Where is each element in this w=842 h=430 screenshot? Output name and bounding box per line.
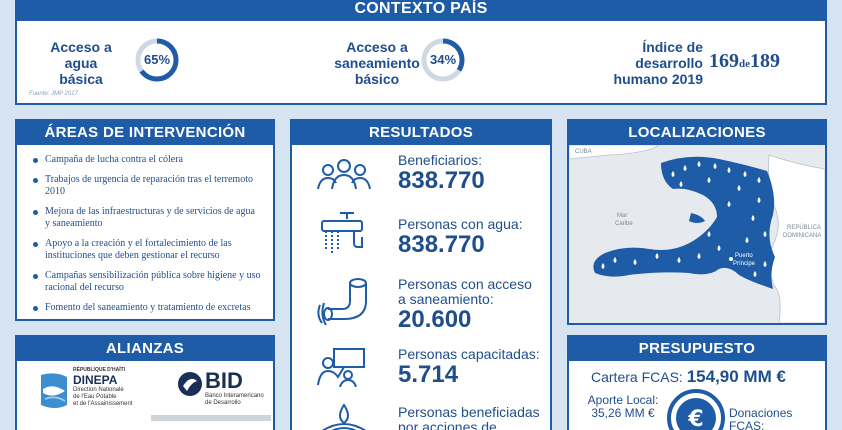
- result-urgencia: Personas beneficiadas por acciones de ur…: [398, 404, 540, 430]
- faucet-icon: [321, 212, 363, 253]
- hdi-label: Índice de desarrollo humano 2019: [613, 39, 703, 87]
- location-marker-icon: [753, 271, 757, 277]
- location-marker-icon: [717, 245, 721, 251]
- capital-label-2: Príncipe: [733, 261, 756, 267]
- water-access-ring: 65%: [135, 38, 179, 82]
- localizaciones-panel: LOCALIZACIONES CUBA Mar Caribe REPÚBLICA…: [567, 119, 827, 325]
- location-marker-icon: [697, 161, 701, 167]
- location-marker-icon: [757, 197, 761, 203]
- location-marker-icon: [763, 261, 767, 267]
- areas-list: Campaña de lucha contra el cólera Trabaj…: [17, 145, 273, 314]
- location-marker-icon: [743, 171, 747, 177]
- alianzas-title: ALIANZAS: [17, 337, 273, 361]
- sanitation-access-percent: 34%: [429, 52, 457, 67]
- location-marker-icon: [633, 259, 637, 265]
- result-beneficiarios: Beneficiarios: 838.770: [398, 152, 485, 194]
- haiti-shape: [593, 156, 775, 289]
- location-marker-icon: [727, 201, 731, 207]
- capital-marker: [729, 257, 733, 261]
- list-item: Mejora de las infraestructuras y de serv…: [31, 206, 261, 230]
- list-item: Campaña de lucha contra el cólera: [31, 154, 261, 166]
- result-capacitadas: Personas capacitadas: 5.714: [398, 346, 540, 388]
- aporte-local: Aporte Local: 35,26 MM €: [587, 393, 659, 420]
- location-marker-icon: [683, 165, 687, 171]
- sanitation-access-ring: 34%: [421, 38, 465, 82]
- dr-label-1: REPÚBLICA: [787, 224, 821, 231]
- location-marker-icon: [613, 257, 617, 263]
- location-marker-icon: [697, 253, 701, 259]
- alianzas-panel: ALIANZAS RÉPUBLIQUE D'HAÏTI DINEPA Direc…: [15, 335, 275, 430]
- location-marker-icon: [745, 237, 749, 243]
- presupuesto-panel: PRESUPUESTO Cartera FCAS: 154,90 MM € Ap…: [567, 335, 827, 430]
- logo-divider: [151, 415, 271, 421]
- location-marker-icon: [671, 171, 675, 177]
- location-marker-icon: [601, 263, 605, 269]
- cuba-label: CUBA: [575, 149, 592, 155]
- location-marker-icon: [707, 177, 711, 183]
- people-icon: [317, 159, 371, 190]
- training-icon: [317, 348, 365, 387]
- location-marker-icon: [751, 215, 755, 221]
- dinepa-wave-icon: [41, 373, 67, 408]
- haiti-map: CUBA Mar Caribe REPÚBLICA DOMINICANA Pue…: [569, 145, 825, 323]
- location-marker-icon: [679, 181, 683, 187]
- sea-label-2: Caribe: [615, 221, 633, 227]
- location-marker-icon: [713, 163, 717, 169]
- list-item: Fomento del saneamiento y tratamiento de…: [31, 302, 261, 314]
- location-marker-icon: [757, 177, 761, 183]
- dinepa-logo: RÉPUBLIQUE D'HAÏTI DINEPA Direction Nati…: [37, 367, 137, 417]
- pipe-icon: [317, 278, 367, 326]
- source-note: Fuente: JMP 2017: [29, 91, 78, 97]
- euro-coin-icon: €: [667, 389, 725, 430]
- donaciones-fcas: Donaciones FCAS:: [729, 406, 793, 430]
- location-marker-icon: [737, 185, 741, 191]
- result-agua: Personas con agua: 838.770: [398, 216, 523, 258]
- localizaciones-title: LOCALIZACIONES: [569, 121, 825, 145]
- result-saneamiento: Personas con acceso a saneamiento: 20.60…: [398, 276, 532, 333]
- bid-emblem-icon: [178, 372, 202, 396]
- sea-label-1: Mar: [617, 213, 627, 219]
- list-item: Trabajos de urgencia de reparación tras …: [31, 174, 261, 198]
- water-access-label: Acceso a agua básica: [50, 39, 112, 87]
- dr-label-2: DOMINICANA: [783, 233, 821, 239]
- location-marker-icon: [677, 257, 681, 263]
- list-item: Apoyo a la creación y el fortalecimiento…: [31, 238, 261, 262]
- water-access-percent: 65%: [143, 52, 171, 67]
- presupuesto-title: PRESUPUESTO: [569, 337, 825, 361]
- sanitation-access-label: Acceso a saneamiento básico: [334, 39, 420, 87]
- areas-panel: ÁREAS DE INTERVENCIÓN Campaña de lucha c…: [15, 119, 275, 321]
- drop-icon: [321, 403, 367, 430]
- resultados-panel: RESULTADOS Beneficiarios: 838.770 Person…: [290, 119, 552, 430]
- svg-text:€: €: [687, 407, 703, 430]
- location-marker-icon: [655, 253, 659, 259]
- resultados-title: RESULTADOS: [292, 121, 550, 145]
- context-panel: CONTEXTO PAÍS Acceso a agua básica 65% A…: [15, 0, 827, 105]
- capital-label-1: Puerto: [735, 253, 753, 259]
- context-title: CONTEXTO PAÍS: [17, 0, 825, 21]
- location-marker-icon: [727, 167, 731, 173]
- cartera-fcas: Cartera FCAS: 154,90 MM €: [591, 367, 786, 386]
- list-item: Campañas sensibilización pública sobre h…: [31, 270, 261, 294]
- location-marker-icon: [707, 231, 711, 237]
- bid-logo: BID Banco Interamericano de Desarrollo: [177, 369, 267, 411]
- areas-title: ÁREAS DE INTERVENCIÓN: [17, 121, 273, 145]
- location-marker-icon: [763, 231, 767, 237]
- hdi-rank: 169de189: [709, 50, 780, 72]
